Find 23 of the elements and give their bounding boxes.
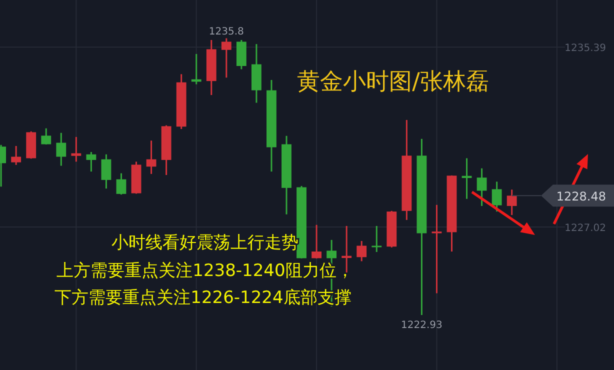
- annotation: 1222.93: [401, 320, 442, 331]
- candlestick: [56, 132, 66, 167]
- candlestick: [221, 38, 232, 78]
- candlestick: [476, 168, 487, 207]
- y-tick-label: 1227.02: [564, 223, 606, 234]
- candlestick: [432, 204, 442, 294]
- annotation: 1235.8: [208, 26, 244, 38]
- candlestick: [116, 172, 126, 196]
- candlestick: [41, 128, 52, 146]
- candlestick: [492, 180, 502, 212]
- candlestick: [86, 151, 96, 172]
- candlestick: [356, 240, 367, 262]
- candlestick: [11, 145, 22, 166]
- text: 黄金小时图/张林磊: [297, 69, 489, 95]
- candlestick: [312, 224, 322, 260]
- candlestick: [146, 140, 156, 175]
- candlestick: [506, 188, 517, 216]
- candlestick: [342, 225, 352, 274]
- candlestick: [372, 225, 382, 253]
- candlestick: [71, 136, 82, 162]
- candlestick: [101, 154, 112, 190]
- ref-line-label: 1228.48: [556, 190, 606, 204]
- y-tick-label: 1235.39: [564, 43, 606, 54]
